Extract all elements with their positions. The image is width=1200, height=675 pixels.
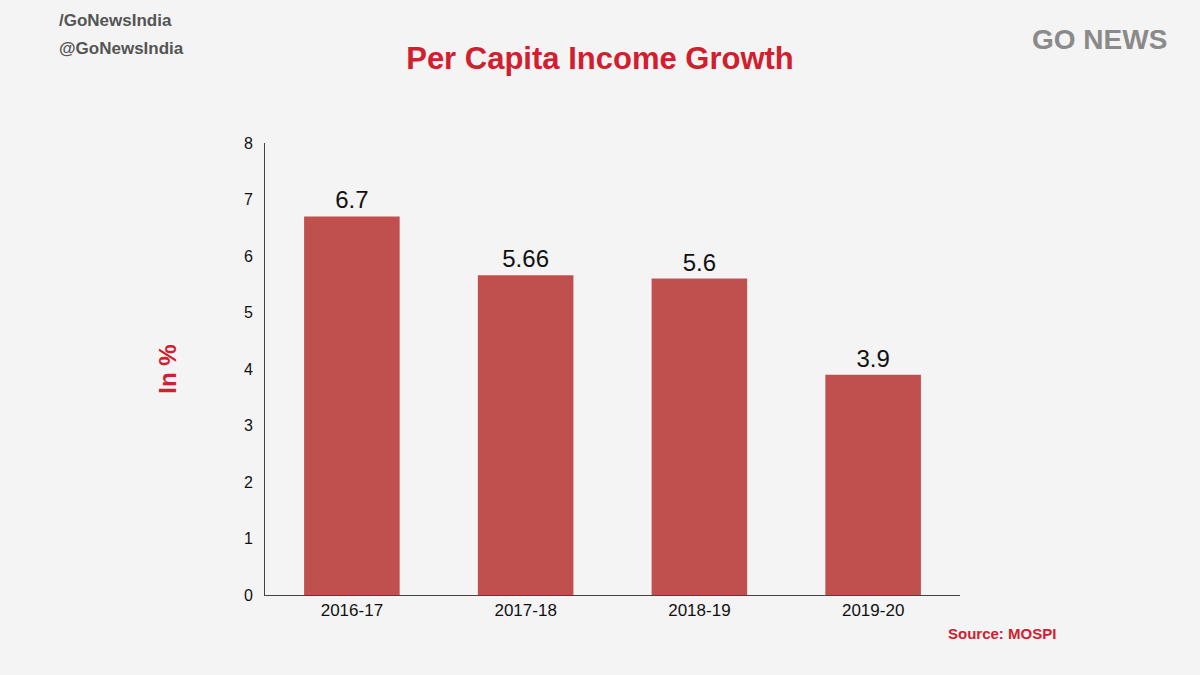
svg-text:5: 5 xyxy=(244,304,253,321)
svg-text:3: 3 xyxy=(244,417,253,434)
svg-text:1: 1 xyxy=(244,530,253,547)
svg-text:0: 0 xyxy=(244,587,253,604)
svg-text:2019-20: 2019-20 xyxy=(842,601,904,620)
svg-text:5.66: 5.66 xyxy=(502,245,549,272)
svg-text:GO NEWS: GO NEWS xyxy=(1032,24,1167,55)
svg-text:@GoNewsIndia: @GoNewsIndia xyxy=(59,39,184,58)
svg-text:In %: In % xyxy=(154,344,181,393)
svg-text:Per Capita Income Growth: Per Capita Income Growth xyxy=(406,41,794,76)
svg-text:2: 2 xyxy=(244,474,253,491)
svg-text:8: 8 xyxy=(244,135,253,152)
svg-text:4: 4 xyxy=(244,361,253,378)
svg-text:/GoNewsIndia: /GoNewsIndia xyxy=(59,11,172,30)
svg-text:Source: MOSPI: Source: MOSPI xyxy=(948,625,1056,642)
svg-text:6.7: 6.7 xyxy=(335,186,368,213)
svg-text:7: 7 xyxy=(244,191,253,208)
svg-text:2018-19: 2018-19 xyxy=(668,601,730,620)
svg-text:6: 6 xyxy=(244,248,253,265)
svg-text:3.9: 3.9 xyxy=(856,345,889,372)
svg-text:2017-18: 2017-18 xyxy=(494,601,556,620)
svg-text:5.6: 5.6 xyxy=(683,249,716,276)
svg-text:2016-17: 2016-17 xyxy=(321,601,383,620)
